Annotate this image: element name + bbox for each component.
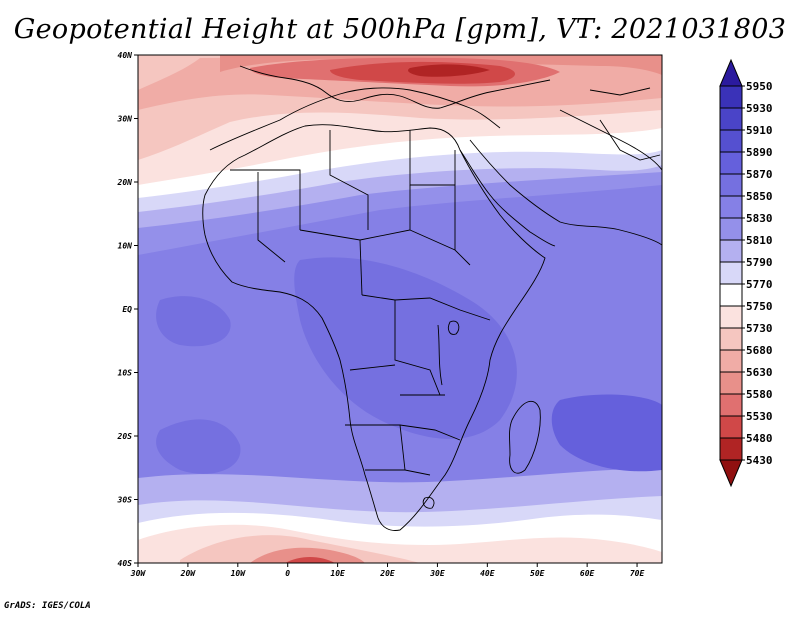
field-south-5530	[285, 557, 335, 563]
border-3	[299, 185, 411, 241]
lon-tick-label: 60E	[580, 569, 595, 578]
colorbar-label: 5630	[746, 366, 773, 379]
colorbar-label: 5810	[746, 234, 773, 247]
colorbar-segment	[719, 415, 743, 439]
lon-tick-label: 40E	[480, 569, 495, 578]
border-16	[599, 119, 661, 161]
colorbar-label: 5680	[746, 344, 773, 357]
colorbar-label: 5950	[746, 80, 773, 93]
lon-tick-label: 50E	[530, 569, 545, 578]
colorbar-segment	[719, 261, 743, 285]
colorbar-segment	[719, 349, 743, 373]
colorbar-segment	[719, 393, 743, 417]
latitude-axis: 40N 30N 20N 10N EQ 10S 20S 30S 40S	[117, 51, 138, 568]
field-south-5630	[250, 547, 365, 563]
page-title: Geopotential Height at 500hPa [gpm], VT:…	[13, 14, 787, 45]
lat-tick-label: 20N	[117, 178, 133, 187]
colorbar-segment	[719, 85, 743, 109]
colorbar-segment	[719, 173, 743, 197]
field-core-5860-c	[294, 257, 517, 439]
lon-tick-label: 20W	[180, 569, 197, 578]
colorbar-segment	[719, 327, 743, 351]
border-6	[329, 130, 369, 230]
lat-tick-label: 40S	[118, 559, 133, 568]
lon-tick-label: 70E	[630, 569, 645, 578]
contour-field	[138, 55, 662, 563]
coastlines	[202, 65, 662, 531]
border-13	[399, 424, 461, 441]
field-north-5630	[220, 55, 662, 75]
colorbar-segment	[719, 151, 743, 175]
lake-victoria	[447, 320, 460, 335]
border-15	[365, 469, 431, 476]
lesotho-border	[422, 496, 435, 509]
colorbar-segment	[719, 129, 743, 153]
colorbar-segment	[719, 305, 743, 329]
grads-credit: GrADS: IGES/COLA	[4, 601, 91, 611]
field-core-5860-a	[156, 419, 241, 474]
border-7	[409, 130, 456, 250]
colorbar-label: 5870	[746, 168, 773, 181]
colorbar-bottom-arrow	[719, 459, 743, 488]
mediterranean-south-coast	[209, 87, 501, 151]
colorbar-label: 5430	[746, 454, 773, 467]
lon-tick-label: 10W	[231, 569, 247, 578]
colorbar-label: 5530	[746, 410, 773, 423]
colorbar-segment	[719, 195, 743, 219]
border-10	[394, 300, 441, 396]
colorbar-segment	[719, 239, 743, 263]
lat-tick-label: EQ	[122, 305, 132, 314]
lat-tick-label: 30N	[117, 115, 133, 124]
colorbar-segment	[719, 107, 743, 131]
lat-tick-label: 30S	[117, 496, 133, 505]
border-4	[359, 239, 363, 296]
lon-tick-label: 20E	[379, 569, 395, 578]
lat-tick-label: 20S	[117, 432, 133, 441]
red-sea-west	[459, 149, 556, 247]
lat-tick-label: 10S	[118, 369, 133, 378]
field-north-5480	[408, 64, 490, 77]
lon-tick-label: 0	[285, 569, 290, 578]
field-core-5870-b	[551, 394, 662, 472]
southern-europe-coast	[239, 65, 551, 109]
arabia-coast	[469, 139, 662, 246]
colorbar-label: 5770	[746, 278, 773, 291]
border-9	[361, 294, 491, 321]
border-17	[589, 87, 651, 96]
border-11	[349, 364, 396, 371]
lake-tanganyika	[437, 324, 443, 386]
colorbar-segment	[719, 283, 743, 307]
colorbar-label: 5480	[746, 432, 773, 445]
colorbar-segment	[719, 217, 743, 241]
colorbar-label: 5750	[746, 300, 773, 313]
border-2	[257, 172, 286, 263]
lon-tick-label: 30W	[130, 569, 147, 578]
border-1	[230, 169, 301, 230]
persian-gulf-region	[559, 109, 662, 171]
colorbar-label: 5850	[746, 190, 773, 203]
colorbar: 5950 5930 5910 5890 5870 5850 5830 5810 5790 5770…	[719, 58, 773, 488]
madagascar-coastline	[509, 400, 541, 474]
africa-coastline	[202, 124, 546, 531]
colorbar-label: 5730	[746, 322, 773, 335]
colorbar-label: 5930	[746, 102, 773, 115]
colorbar-label: 5830	[746, 212, 773, 225]
colorbar-top-arrow	[719, 58, 743, 87]
longitude-axis: 30W 20W 10W 0 10E 20E 30E 40E 50E 60E 70E	[130, 563, 645, 578]
lat-tick-label: 40N	[118, 51, 133, 60]
colorbar-label: 5790	[746, 256, 773, 269]
colorbar-label: 5910	[746, 124, 773, 137]
colorbar-label: 5580	[746, 388, 773, 401]
field-core-5860-d	[156, 296, 231, 347]
lat-tick-label: 10N	[118, 242, 133, 251]
colorbar-segment	[719, 371, 743, 395]
lon-tick-label: 30E	[429, 569, 445, 578]
colorbar-segment	[719, 437, 743, 461]
colorbar-label: 5890	[746, 146, 773, 159]
lon-tick-label: 10E	[330, 569, 345, 578]
